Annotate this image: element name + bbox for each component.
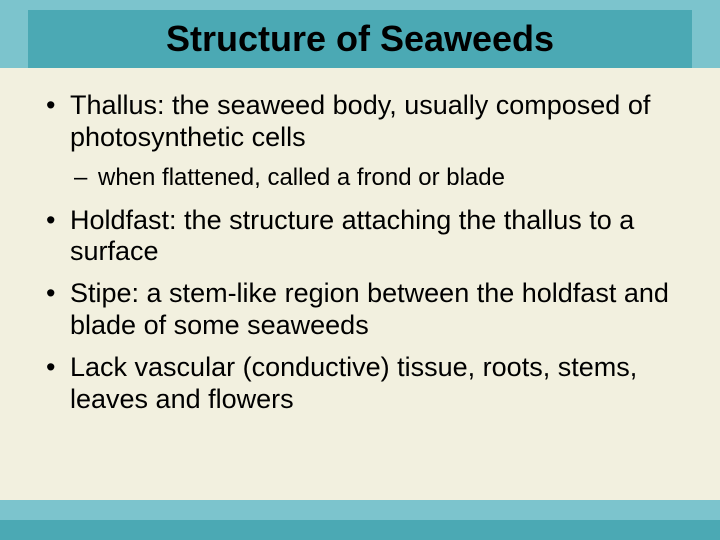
list-item-text: Stipe: a stem-like region between the ho… — [70, 278, 669, 340]
slide-title: Structure of Seaweeds — [166, 18, 554, 60]
title-bar: Structure of Seaweeds — [28, 10, 692, 68]
list-item-text: Lack vascular (conductive) tissue, roots… — [70, 352, 637, 414]
list-item-text: Holdfast: the structure attaching the th… — [70, 205, 634, 267]
list-item: Stipe: a stem-like region between the ho… — [40, 278, 680, 342]
bullet-list: Thallus: the seaweed body, usually compo… — [40, 90, 680, 416]
list-item: Thallus: the seaweed body, usually compo… — [40, 90, 680, 193]
content-area: Thallus: the seaweed body, usually compo… — [0, 68, 720, 500]
footer-bar — [0, 500, 720, 540]
list-item: Lack vascular (conductive) tissue, roots… — [40, 352, 680, 416]
sub-list-item-text: when flattened, called a frond or blade — [98, 164, 505, 191]
list-item-text: Thallus: the seaweed body, usually compo… — [70, 90, 650, 152]
sub-list-item: when flattened, called a frond or blade — [70, 164, 680, 193]
list-item: Holdfast: the structure attaching the th… — [40, 205, 680, 269]
sub-bullet-list: when flattened, called a frond or blade — [70, 164, 680, 193]
footer-accent — [0, 520, 720, 540]
